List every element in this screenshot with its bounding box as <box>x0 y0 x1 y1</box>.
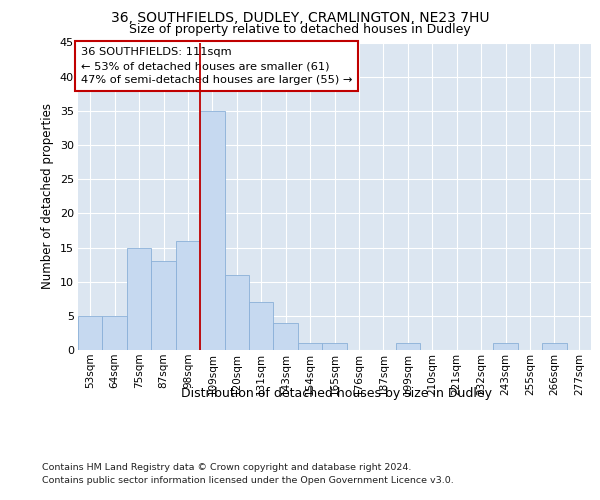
Bar <box>224 275 249 350</box>
Bar <box>176 240 200 350</box>
Bar <box>298 343 322 350</box>
Bar <box>493 343 518 350</box>
Text: 36 SOUTHFIELDS: 111sqm
← 53% of detached houses are smaller (61)
47% of semi-det: 36 SOUTHFIELDS: 111sqm ← 53% of detached… <box>80 47 352 85</box>
Text: Distribution of detached houses by size in Dudley: Distribution of detached houses by size … <box>181 388 491 400</box>
Bar <box>322 343 347 350</box>
Text: 36, SOUTHFIELDS, DUDLEY, CRAMLINGTON, NE23 7HU: 36, SOUTHFIELDS, DUDLEY, CRAMLINGTON, NE… <box>111 11 489 25</box>
Text: Contains public sector information licensed under the Open Government Licence v3: Contains public sector information licen… <box>42 476 454 485</box>
Y-axis label: Number of detached properties: Number of detached properties <box>41 104 54 289</box>
Bar <box>78 316 103 350</box>
Bar <box>127 248 151 350</box>
Bar <box>542 343 566 350</box>
Bar <box>200 111 224 350</box>
Bar <box>395 343 420 350</box>
Text: Size of property relative to detached houses in Dudley: Size of property relative to detached ho… <box>129 22 471 36</box>
Bar <box>249 302 274 350</box>
Bar <box>274 322 298 350</box>
Text: Contains HM Land Registry data © Crown copyright and database right 2024.: Contains HM Land Registry data © Crown c… <box>42 462 412 471</box>
Bar <box>151 261 176 350</box>
Bar <box>103 316 127 350</box>
